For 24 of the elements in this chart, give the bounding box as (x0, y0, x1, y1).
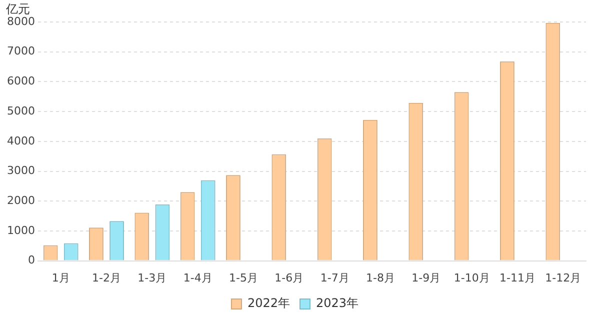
x-tick-label: 1-5月 (229, 271, 258, 284)
legend-label: 2022年 (247, 296, 290, 310)
x-tick-label: 1-3月 (138, 271, 167, 284)
y-tick-label: 5000 (6, 104, 35, 118)
x-tick-label: 1-2月 (92, 271, 121, 284)
y-tick-label: 1000 (6, 224, 35, 237)
legend-label: 2023年 (316, 296, 359, 310)
x-tick-label: 1-4月 (183, 271, 212, 284)
y-tick-label: 2000 (6, 194, 35, 207)
x-tick-label: 1-8月 (366, 271, 395, 284)
y-tick-label: 6000 (6, 74, 35, 88)
x-tick-label: 1-9月 (412, 271, 441, 284)
x-tick-label: 1-6月 (274, 271, 304, 284)
x-tick-label: 1-10月 (454, 271, 490, 284)
y-axis-title: 亿元 (5, 2, 30, 16)
x-tick-label: 1-11月 (500, 271, 536, 284)
y-tick-label: 8000 (6, 14, 35, 28)
x-tick-label: 1-7月 (320, 271, 350, 284)
x-tick-label: 1月 (52, 271, 70, 284)
y-tick-label: 4000 (6, 134, 35, 148)
y-tick-label: 3000 (6, 164, 35, 178)
y-tick-label: 0 (28, 254, 35, 267)
x-tick-label: 1-12月 (545, 271, 582, 284)
y-tick-label: 7000 (6, 44, 35, 58)
